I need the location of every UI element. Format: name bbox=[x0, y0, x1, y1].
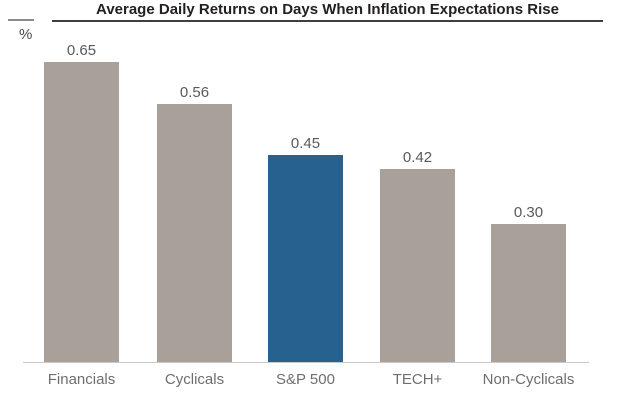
bar-value-label-non-cyclicals: 0.30 bbox=[513, 204, 544, 221]
bar-financials bbox=[44, 62, 119, 363]
x-axis-baseline bbox=[23, 362, 589, 363]
bar-value-label-s-p-500: 0.45 bbox=[290, 135, 321, 152]
bar-non-cyclicals bbox=[491, 224, 566, 363]
axis-stub-line bbox=[8, 19, 34, 21]
bar-cyclicals bbox=[157, 104, 232, 363]
category-label-cyclicals: Cyclicals bbox=[164, 371, 225, 388]
category-label-non-cyclicals: Non-Cyclicals bbox=[482, 371, 575, 388]
chart-title: Average Daily Returns on Days When Infla… bbox=[96, 1, 559, 18]
title-underline bbox=[52, 20, 603, 22]
bar-value-label-cyclicals: 0.56 bbox=[179, 84, 210, 101]
category-label-s-p-500: S&P 500 bbox=[276, 371, 335, 388]
bar-tech bbox=[380, 169, 455, 363]
y-axis-unit-label: % bbox=[19, 26, 33, 43]
bar-value-label-tech: 0.42 bbox=[402, 149, 433, 166]
bar-value-label-financials: 0.65 bbox=[66, 42, 97, 59]
category-label-tech: TECH+ bbox=[392, 371, 443, 388]
bar-s-p-500 bbox=[268, 155, 343, 363]
category-label-financials: Financials bbox=[47, 371, 116, 388]
